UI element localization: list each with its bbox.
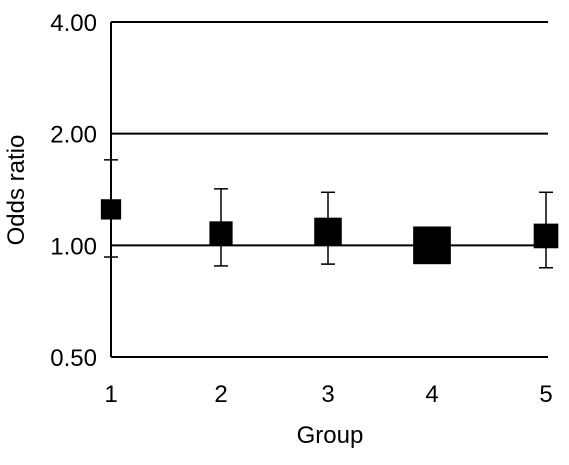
x-tick-label: 5 [539,381,552,408]
x-tick-label: 4 [425,381,438,408]
marker-group-2 [209,221,233,245]
gridlines [111,21,548,358]
error-bars [104,159,553,269]
y-axis-label: Odds ratio [3,135,30,246]
y-tick-label: 4.00 [50,10,97,37]
marker-group-5 [533,223,559,249]
marker-group-3 [314,217,342,246]
x-tick-label: 2 [214,381,227,408]
y-tick-label: 2.00 [50,122,97,149]
y-tick-labels: 0.50 1.00 2.00 4.00 [50,10,97,372]
marker-group-4 [413,226,451,265]
x-tick-labels: 1 2 3 4 5 [104,381,552,408]
x-axis-label: Group [297,422,364,449]
y-tick-label: 0.50 [50,345,97,372]
marker-group-1 [100,199,122,220]
x-tick-label: 3 [321,381,334,408]
y-tick-label: 1.00 [50,233,97,260]
markers [100,199,559,265]
x-tick-label: 1 [104,381,117,408]
